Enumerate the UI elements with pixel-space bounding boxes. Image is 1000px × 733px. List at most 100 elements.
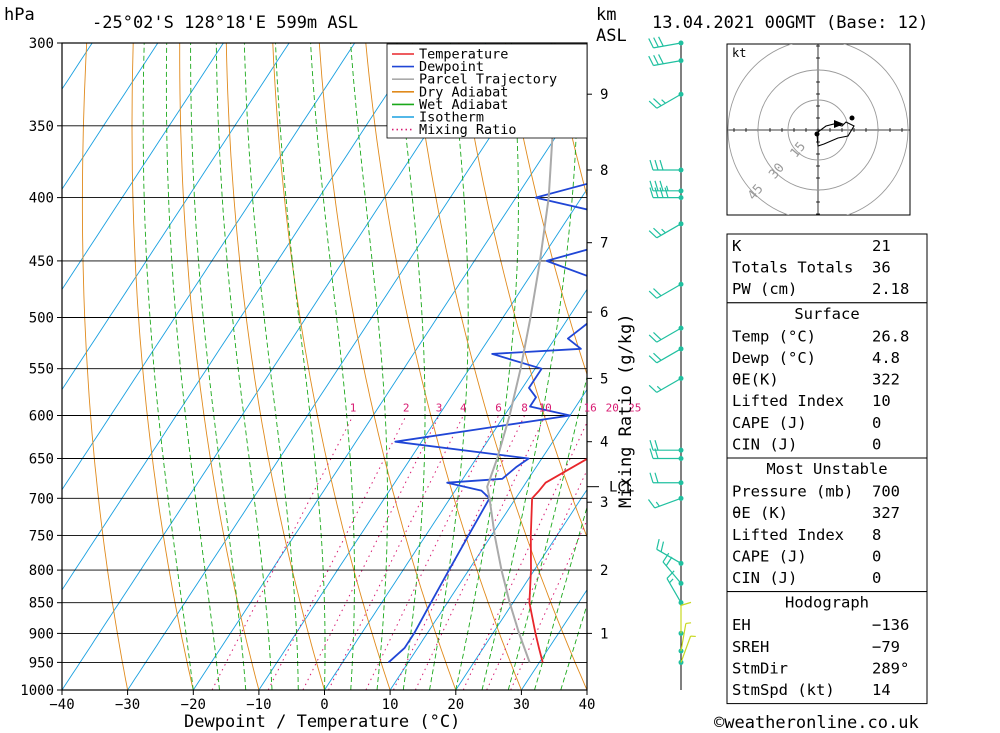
lcl-label: LCL [609,480,634,496]
wind-barb [648,325,684,343]
surface-row-label: Temp (°C) [732,327,816,345]
mixing-ratio-label: 8 [521,402,528,415]
hodograph-mean-dot [849,115,855,121]
most-unstable-title: Most Unstable [766,460,887,478]
wet-adiabat-line [243,43,299,690]
legend-label: Dewpoint [419,59,484,75]
mixing-ratio-line [302,415,440,690]
dry-adiabat-line [504,43,587,376]
wet-adiabat-line [481,43,579,690]
pressure-tick-label: 500 [29,311,54,327]
wind-barb [678,635,696,665]
pressure-tick-label: 600 [29,409,54,425]
hodograph-table-row-value: 289° [872,659,909,677]
height-tick-label: 6 [600,305,608,321]
isotherm-line [62,43,421,591]
wind-barb-flag [659,180,664,192]
pressure-tick-label: 400 [29,191,54,207]
copyright: ©weatheronline.co.uk [714,713,919,733]
most-unstable-row-value: 700 [872,483,900,501]
wind-barb-flag [653,352,662,361]
wind-barb-flag [666,570,675,579]
wind-barb-flag [653,227,662,236]
wet-adiabat-line [396,43,426,690]
wet-adiabat-line [310,43,355,690]
mixing-ratio-label: 20 [606,402,619,415]
asl-label: ASL [596,26,627,46]
wind-barb-flag [653,37,659,48]
wind-barb-flag [649,159,654,171]
wind-barb-half-flag [665,185,669,192]
mixing-ratio-label: 2 [403,402,410,415]
dry-adiabat-line [131,43,194,690]
wind-barb-flag [653,332,662,341]
mixing-ratio-label: 1 [350,402,357,415]
temperature-tick-label: −40 [49,697,74,713]
surface-box [726,302,928,459]
wind-barb [678,601,692,636]
datetime-title: 13.04.2021 00GMT (Base: 12) [652,13,928,33]
surface-row-value: 322 [872,371,900,389]
pressure-tick-label: 350 [29,119,54,135]
pressure-tick-label: 750 [29,528,54,544]
dry-adiabat-line [963,25,1000,690]
wind-barb [678,622,692,654]
height-tick-label: 8 [600,163,608,179]
temperature-tick-label: −30 [115,697,140,713]
wind-barb-flag [654,159,659,171]
profiles [387,43,587,664]
surface-row-value: 10 [872,392,891,410]
wind-barb-flag [658,54,664,65]
mixing-ratio-label: 25 [628,402,641,415]
wind-barb-flag [654,187,659,198]
wind-barb-flag [648,290,658,299]
wind-barb-flag [664,187,669,198]
wind-barb-flag [653,98,662,107]
wind-barb-flag [665,556,673,567]
mixing-ratio-axis-title: Mixing Ratio (g/kg) [616,314,636,508]
indices-row-label: K [732,237,742,255]
wind-barb-flag [647,499,656,509]
parcel-trajectory-profile [486,43,556,663]
height-axis: 1 2 3 4 5 6 7 8 9 LCL [587,87,634,642]
wind-barb-flag [653,55,659,65]
pressure-tick-label: 850 [29,596,54,612]
hodograph-ring [727,44,909,215]
storm-motion-marker [834,120,844,128]
isotherm-line [62,43,159,191]
most-unstable-row-label: CAPE (J) [732,547,807,565]
wind-barb [649,439,684,453]
temperature-tick-label: 10 [382,697,399,713]
legend-label: Temperature [419,47,508,63]
wind-barb-flag [649,439,654,451]
dry-adiabat-line [272,43,391,690]
dry-adiabat-line [81,43,129,690]
height-tick-label: 5 [600,371,608,387]
wind-barb-flag [660,541,665,552]
mixing-ratio-line [486,468,587,690]
wind-barb [649,180,684,194]
dry-adiabat-line [179,43,260,690]
pressure-tick-label: 650 [29,452,54,468]
hodograph-ring [757,69,879,191]
wind-barb-flag [680,601,692,606]
legend-label: Parcel Trajectory [419,72,557,88]
wind-barb [649,187,684,201]
wind-barb [648,54,684,67]
indices-row-label: PW (cm) [732,280,797,298]
most-unstable-row-value: 0 [872,547,881,565]
wind-barb-flag [649,187,654,198]
wet-adiabat-line [507,375,587,690]
height-tick-label: 2 [600,563,608,579]
wind-barb-flag [648,355,658,364]
wind-barb-flag [649,448,654,459]
pressure-tick-label: 800 [29,563,54,579]
wind-barb [648,346,684,364]
hodograph-table-row-label: StmSpd (kt) [732,681,835,699]
isotherm-line [62,43,290,391]
isotherm-line [258,188,587,690]
temperature-tick-label: 20 [447,697,464,713]
legend-label: Wet Adiabat [419,97,508,113]
